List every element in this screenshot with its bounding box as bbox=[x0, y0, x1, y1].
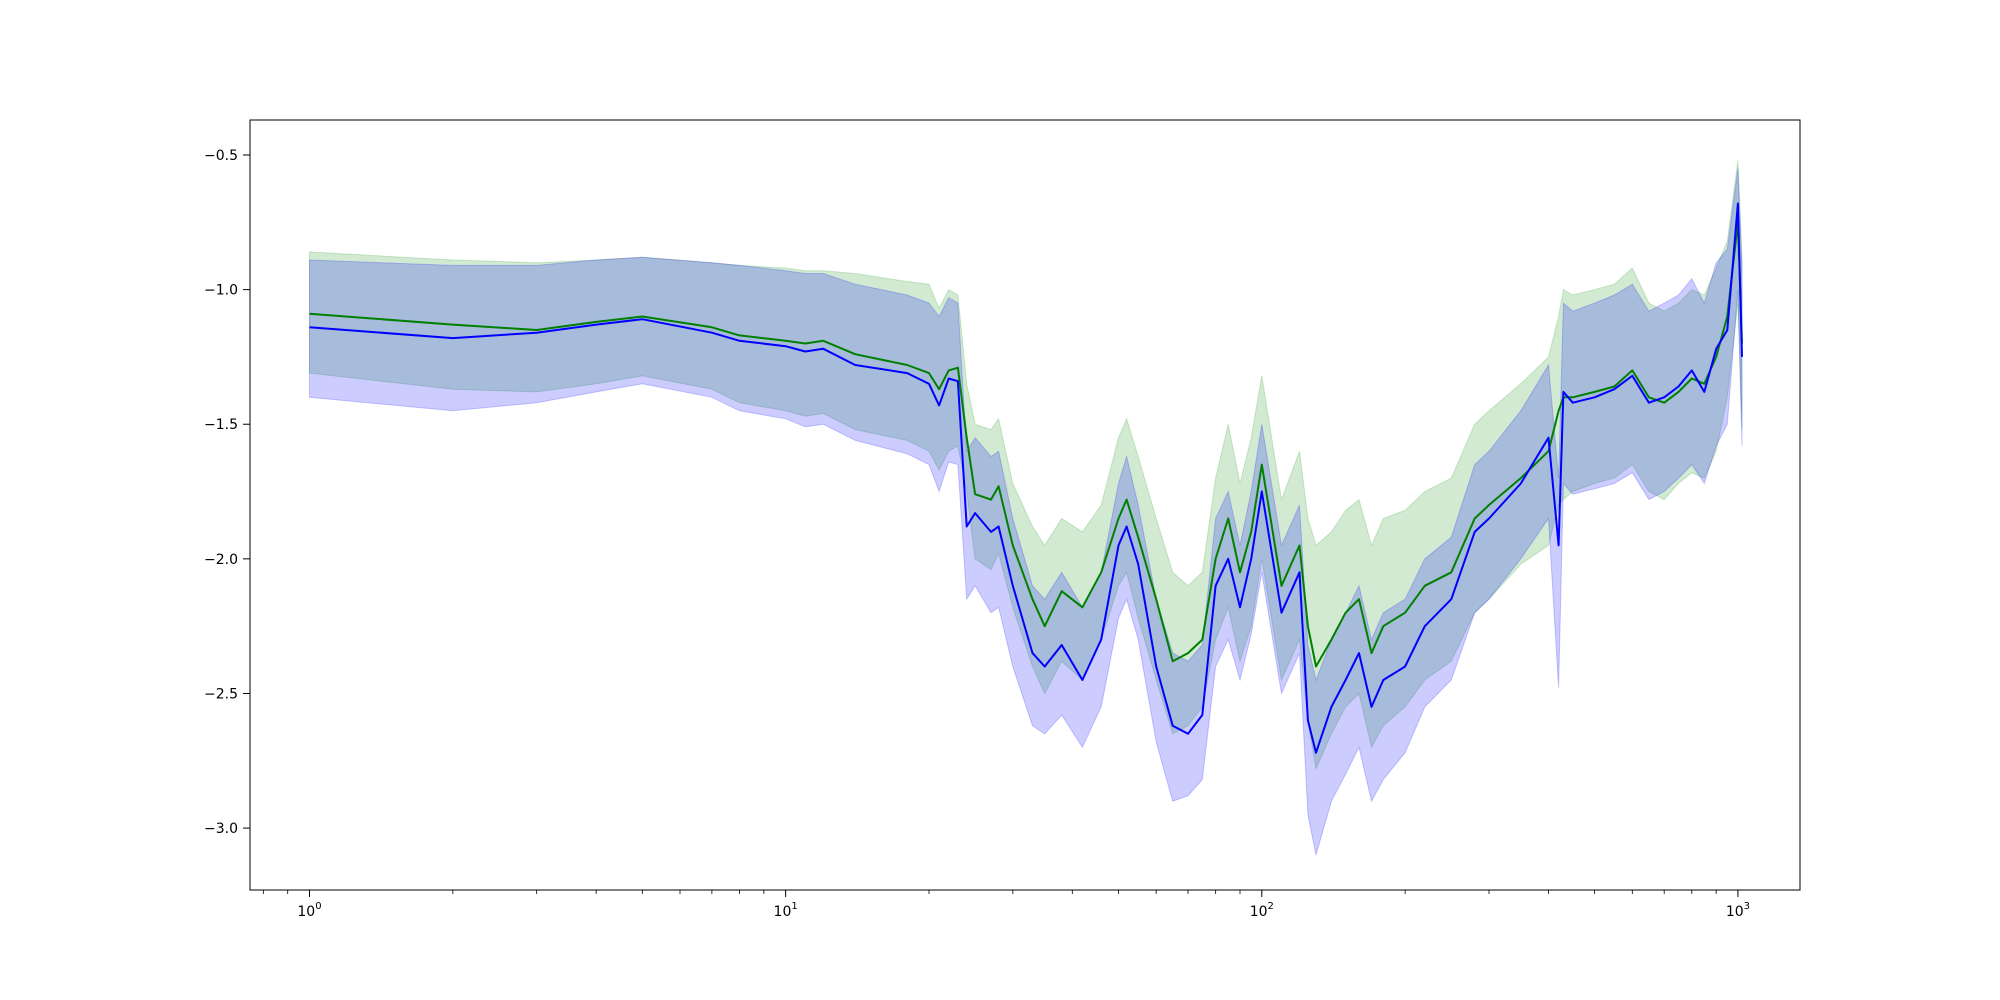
x-tick-label: 100 bbox=[297, 901, 321, 920]
series-2-line bbox=[309, 202, 1743, 754]
y-axis: −0.5 −1.0 −1.5 −2.0 −2.5 −3.0 bbox=[204, 148, 250, 837]
y-tick-label: −2.5 bbox=[204, 686, 238, 702]
confidence-bands bbox=[309, 160, 1743, 856]
x-tick-label: 103 bbox=[1726, 901, 1750, 920]
y-tick-label: −2.0 bbox=[204, 552, 238, 568]
y-tick-label: −0.5 bbox=[204, 148, 238, 164]
x-axis: 100 101 102 103 bbox=[262, 890, 1750, 920]
series-lines bbox=[309, 202, 1743, 754]
series-1-line bbox=[309, 221, 1743, 668]
series-1-band bbox=[309, 160, 1743, 771]
x-tick-label: 102 bbox=[1250, 901, 1274, 920]
series-2-band bbox=[309, 168, 1743, 856]
x-tick-label: 101 bbox=[774, 901, 798, 920]
y-tick-label: −3.0 bbox=[204, 821, 238, 837]
y-tick-label: −1.0 bbox=[204, 283, 238, 299]
y-tick-label: −1.5 bbox=[204, 417, 238, 433]
plot-frame bbox=[249, 119, 1801, 891]
